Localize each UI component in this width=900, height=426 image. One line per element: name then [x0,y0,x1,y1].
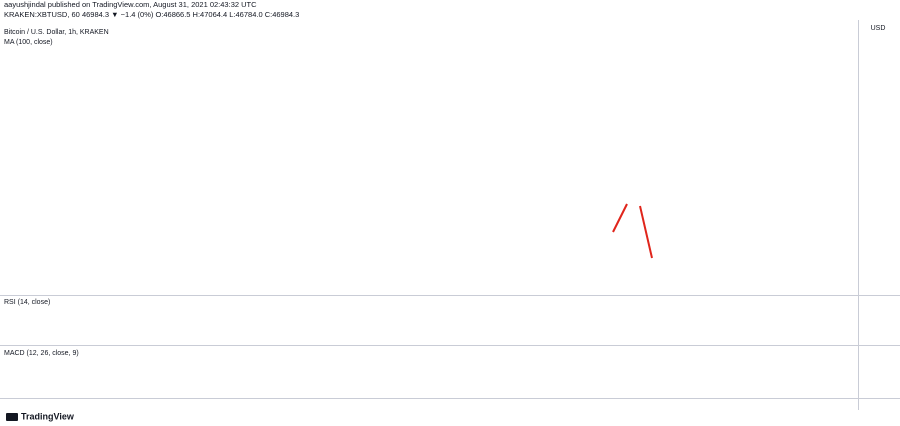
legend-entry: MA (100, close) [4,39,53,46]
macd-title: MACD (12, 26, close, 9) [4,350,79,357]
rsi-title: RSI (14, close) [4,299,50,306]
chart-title: Bitcoin / U.S. Dollar, 1h, KRAKEN [4,29,109,36]
symbol-line: KRAKEN:XBTUSD, 60 46984.3 ▼ −1.4 (0%) O:… [4,10,299,19]
publisher: aayushjindal published on TradingView.co… [4,0,257,9]
arrow [639,205,653,259]
logo-icon [6,413,18,421]
logo: TradingView [21,411,75,421]
arrow [612,203,628,233]
unit: USD [871,25,886,32]
